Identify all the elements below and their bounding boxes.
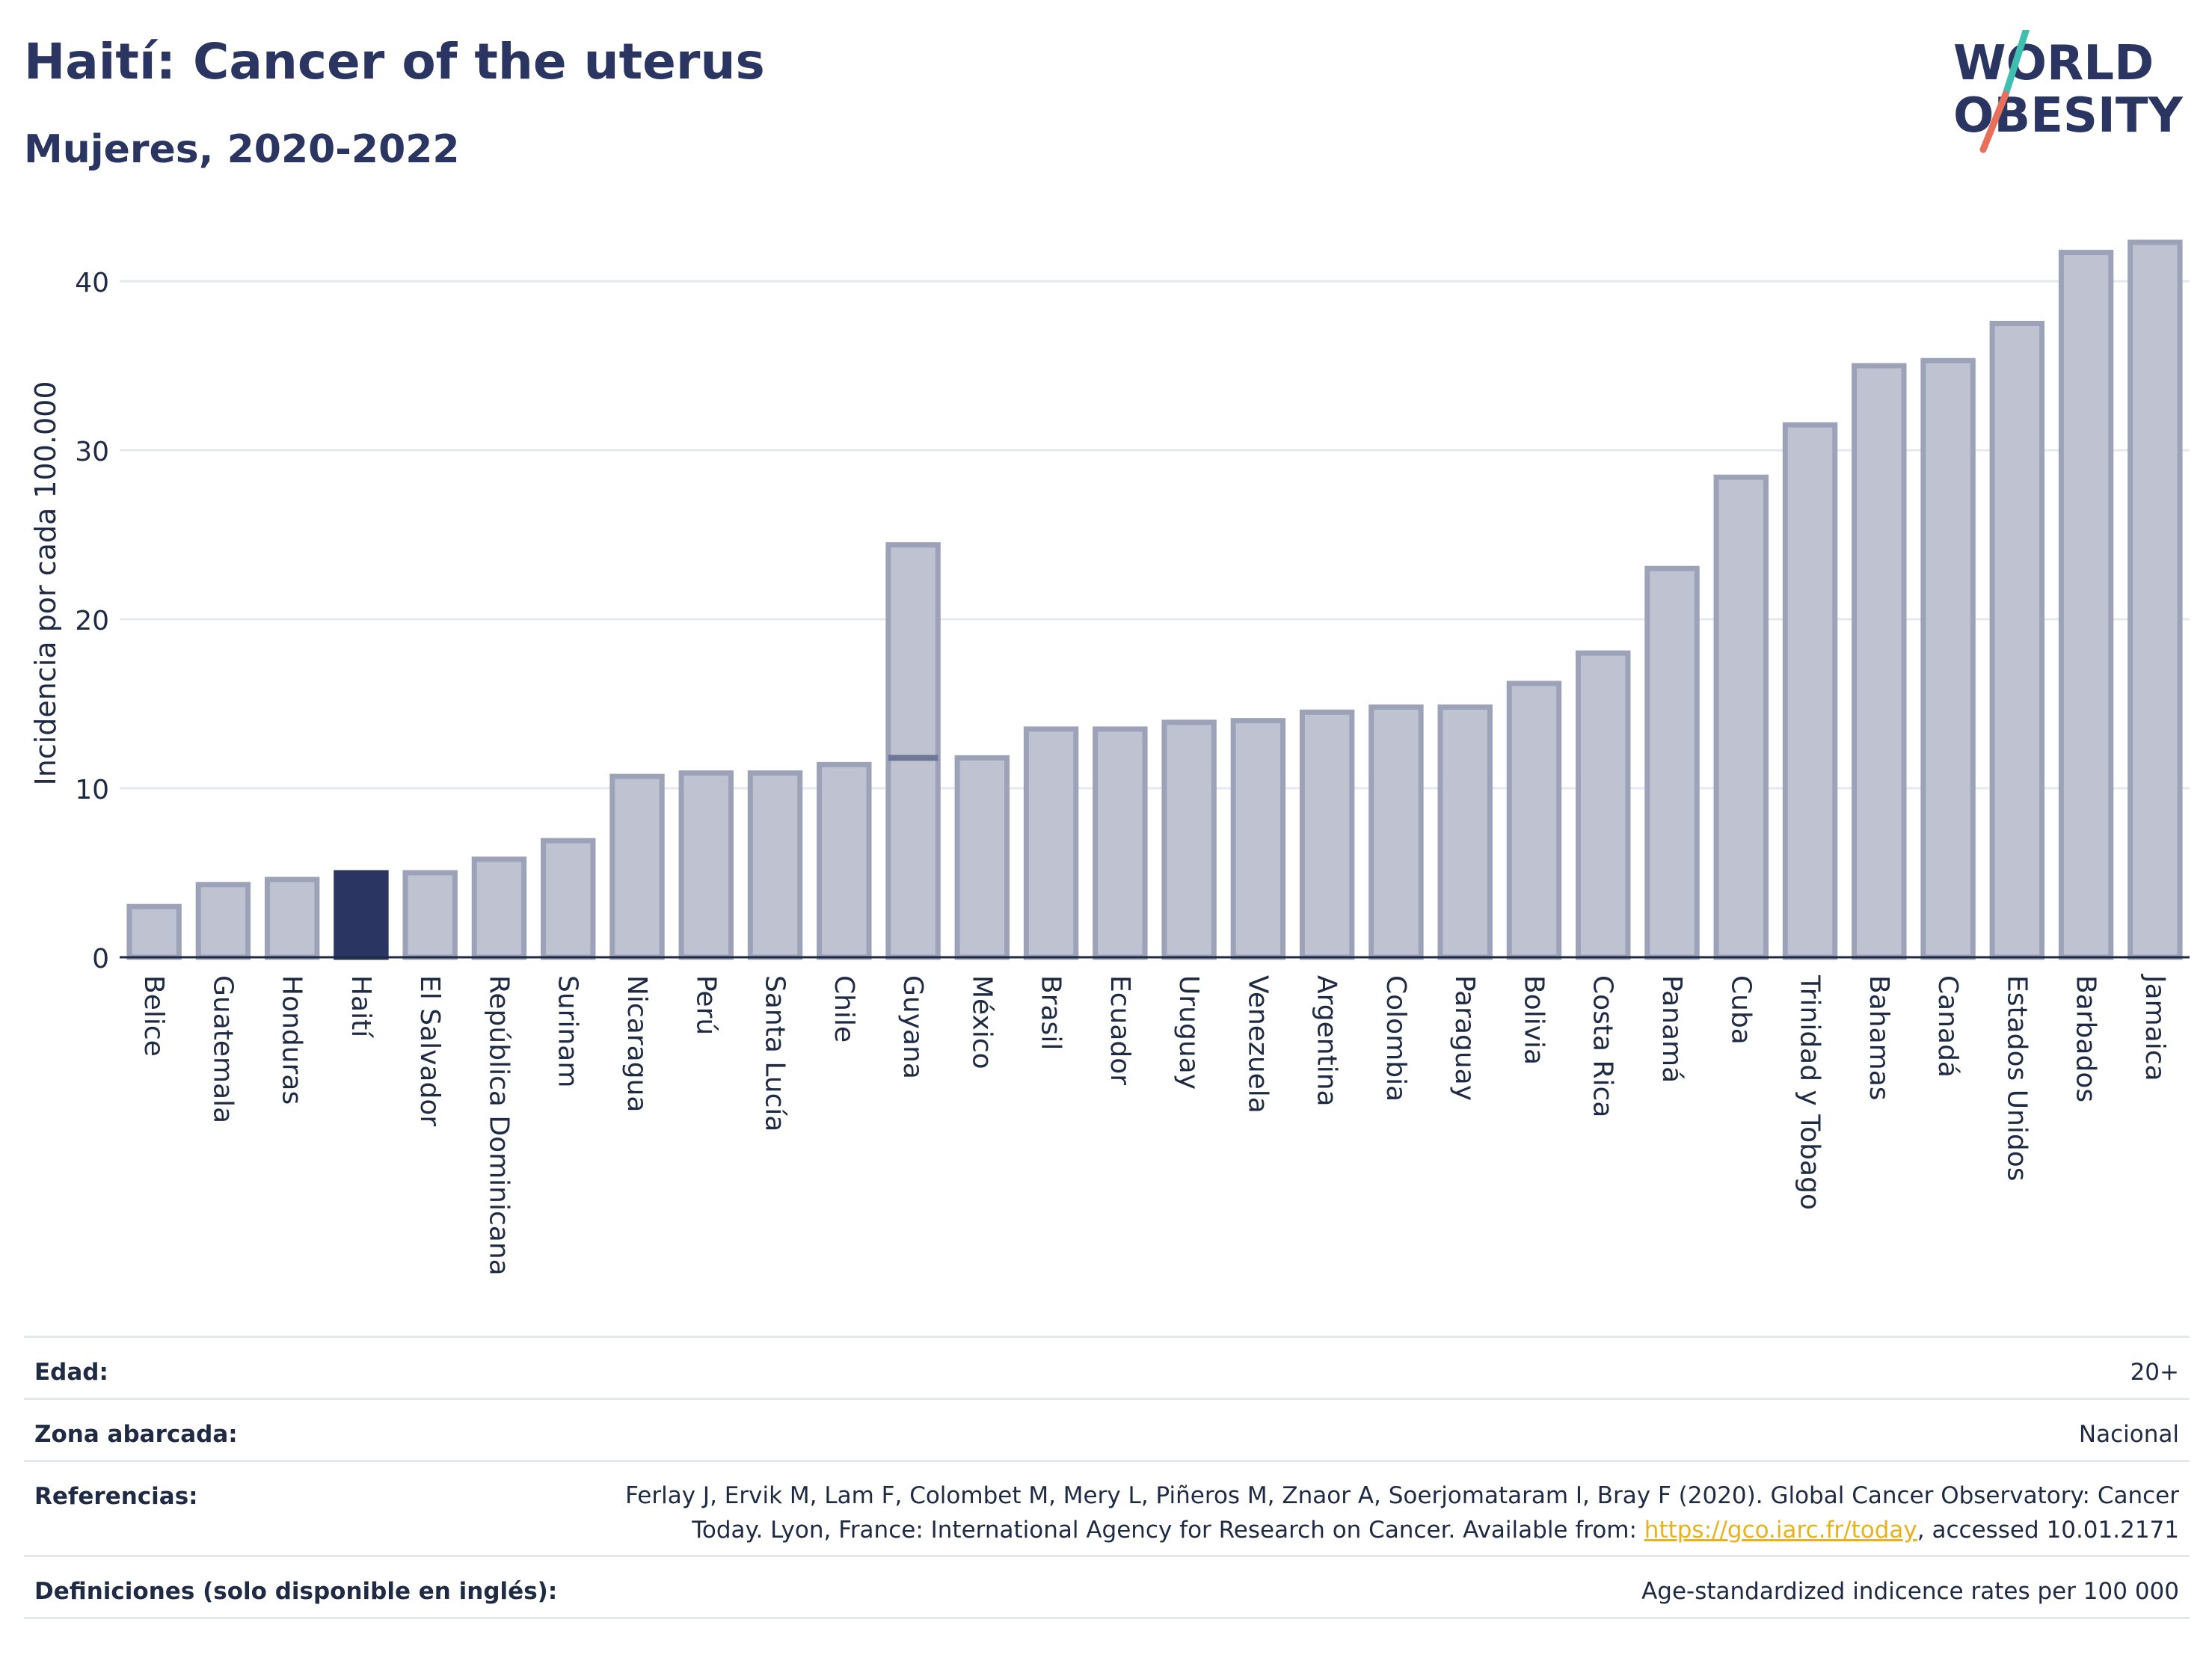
bar-m-xico	[954, 755, 1010, 960]
info-row-references: Referencias: Ferlay J, Ervik M, Lam F, C…	[24, 1460, 2190, 1555]
age-value: 20+	[2130, 1359, 2179, 1386]
y-tick-labels: 0 10 20 30 40	[75, 268, 109, 974]
bar-guyana	[885, 542, 941, 960]
logo-slash-top	[2002, 30, 2030, 98]
bar-chart: 0 10 20 30 40 Belice Guatemala Honduras Haití El…	[29, 239, 2190, 1276]
references-line-2-end: , accessed 10.01.2171	[1917, 1517, 2179, 1544]
bar-rep-blica-dominicana	[471, 856, 527, 960]
y-tick-label: 40	[75, 268, 109, 298]
y-tick-label: 10	[75, 775, 109, 805]
world-obesity-logo: WORLD OBESITY	[1953, 30, 2183, 153]
info-row-area: Zona abarcada: Nacional	[24, 1398, 2190, 1460]
x-tick-label: El Salvador	[414, 975, 445, 1126]
x-tick-label: Estados Unidos	[2001, 975, 2032, 1182]
bars	[120, 239, 2190, 960]
x-tick-label: Guyana	[897, 975, 928, 1079]
x-tick-label: Colombia	[1380, 975, 1411, 1102]
bar-surinam	[541, 838, 596, 960]
bar-trinidad-y-tobago	[1782, 422, 1838, 960]
x-tick-label: República Dominicana	[483, 975, 514, 1276]
references-label: Referencias:	[34, 1483, 198, 1510]
x-tick-label: Ecuador	[1105, 975, 1135, 1085]
bar-el-salvador	[402, 870, 458, 960]
grid-lines	[120, 280, 2190, 790]
y-tick-label: 0	[92, 944, 109, 974]
x-tick-label: Haití	[345, 975, 376, 1038]
age-label: Edad:	[34, 1359, 108, 1386]
bar-colombia	[1368, 704, 1424, 960]
bar-nicaragua	[609, 773, 665, 960]
x-tick-label: Costa Rica	[1588, 975, 1618, 1117]
definitions-label: Definiciones (solo disponible en inglés)…	[34, 1578, 558, 1605]
x-tick-label: Canadá	[1932, 975, 1963, 1078]
x-tick-label: Chile	[829, 975, 859, 1043]
bar-guatemala	[195, 882, 251, 960]
references-value: Ferlay J, Ervik M, Lam F, Colombet M, Me…	[625, 1479, 2179, 1547]
x-tick-label: Belice	[138, 975, 169, 1057]
bar-estados-unidos	[1989, 321, 2045, 960]
bar-cuba	[1713, 474, 1769, 960]
bar-barbados	[2058, 250, 2114, 960]
x-tick-label: Jamaica	[2139, 974, 2170, 1081]
bar-brasil	[1023, 726, 1079, 960]
x-tick-label: Argentina	[1312, 975, 1342, 1107]
references-line-2-start: Today. Lyon, France: International Agenc…	[692, 1517, 1644, 1544]
x-tick-label: Brasil	[1036, 975, 1066, 1050]
chart-title: Haití: Cancer of the uterus	[24, 33, 765, 90]
y-tick-label: 30	[75, 437, 109, 467]
logo-text-world: WORLD	[1953, 36, 2154, 91]
area-label: Zona abarcada:	[34, 1421, 238, 1448]
x-tick-label: Paraguay	[1449, 975, 1480, 1101]
logo-slash-bottom	[1979, 90, 2009, 153]
x-tick-label: México	[966, 975, 997, 1069]
x-tick-label: Surinam	[553, 975, 583, 1087]
x-tick-label: Bahamas	[1864, 975, 1894, 1101]
bar-belice	[126, 903, 182, 960]
definitions-value: Age-standardized indicence rates per 100…	[1641, 1578, 2179, 1605]
bar-paraguay	[1437, 704, 1493, 960]
bar-chile	[817, 761, 872, 960]
y-axis-label: Incidencia por cada 100.000	[29, 381, 62, 785]
x-tick-label: Venezuela	[1242, 975, 1273, 1114]
x-tick-label: Panamá	[1656, 975, 1687, 1083]
x-tick-label: Honduras	[277, 975, 307, 1105]
area-value: Nacional	[2078, 1421, 2179, 1448]
info-row-definitions: Definiciones (solo disponible en inglés)…	[24, 1555, 2190, 1619]
x-tick-label: Barbados	[2071, 975, 2101, 1102]
bar-panam-	[1644, 565, 1700, 960]
bar-honduras	[264, 876, 320, 960]
x-tick-label: Trinidad y Tobago	[1795, 974, 1825, 1210]
bar-argentina	[1299, 709, 1355, 960]
x-tick-label: Cuba	[1725, 975, 1756, 1045]
bar-jamaica	[2127, 239, 2183, 960]
x-tick-label: Guatemala	[207, 975, 238, 1123]
chart-subtitle: Mujeres, 2020-2022	[24, 127, 460, 172]
y-tick-label: 20	[75, 606, 109, 636]
info-table: Edad: 20+ Zona abarcada: Nacional Refere…	[24, 1336, 2190, 1619]
bar-bahamas	[1852, 363, 1907, 960]
bar-per-	[678, 770, 734, 960]
bar-santa-luc-a	[747, 770, 803, 960]
bar-bolivia	[1506, 681, 1562, 960]
x-tick-label: Uruguay	[1173, 975, 1204, 1090]
bar-costa-rica	[1576, 650, 1631, 960]
x-tick-label: Perú	[690, 975, 721, 1035]
references-line-1: Ferlay J, Ervik M, Lam F, Colombet M, Me…	[625, 1482, 2179, 1509]
bar-hait-	[334, 870, 389, 960]
bar-ecuador	[1093, 726, 1148, 960]
references-link[interactable]: https://gco.iarc.fr/today	[1644, 1517, 1917, 1544]
x-tick-label: Santa Lucía	[760, 975, 790, 1132]
info-row-age: Edad: 20+	[24, 1336, 2190, 1398]
x-tick-label: Bolivia	[1518, 975, 1549, 1065]
x-tick-label: Nicaragua	[621, 975, 652, 1112]
x-tick-labels: Belice Guatemala Honduras Haití El Salvador R…	[138, 974, 2170, 1276]
bar-canad-	[1920, 357, 1976, 960]
bar-venezuela	[1230, 718, 1286, 960]
bar-uruguay	[1161, 719, 1217, 960]
